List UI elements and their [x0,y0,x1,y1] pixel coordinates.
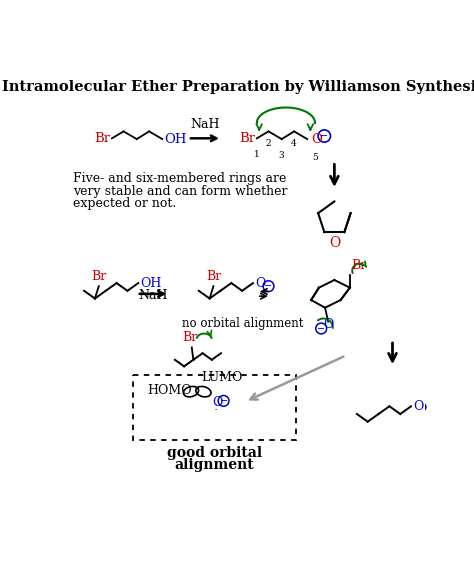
FancyBboxPatch shape [133,375,296,440]
Text: expected or not.: expected or not. [73,197,176,210]
Text: O: O [311,132,322,146]
Text: Br: Br [91,270,106,283]
Text: NaH: NaH [190,118,220,131]
Text: OH: OH [164,132,186,146]
Text: Br: Br [239,132,255,145]
Text: Br: Br [94,132,110,145]
Text: Br: Br [351,259,367,272]
Text: NaH: NaH [138,289,168,302]
Text: :: : [214,400,218,413]
Text: −: − [320,131,328,141]
Text: 5: 5 [312,153,318,162]
Text: 2: 2 [266,139,271,148]
Text: no orbital alignment: no orbital alignment [182,317,304,330]
Text: O: O [323,318,333,331]
Text: HOMO: HOMO [147,383,191,397]
Text: Intramolecular Ether Preparation by Williamson Synthesis: Intramolecular Ether Preparation by Will… [2,80,474,94]
Text: O: O [413,400,424,413]
Text: Br: Br [182,332,198,345]
Text: very stable and can form whether: very stable and can form whether [73,185,288,198]
Text: O: O [213,396,223,409]
Text: LUMO: LUMO [201,371,242,384]
Text: OH: OH [141,276,162,289]
Text: −: − [219,396,228,406]
Text: O: O [329,236,340,250]
Text: alignment: alignment [174,458,254,472]
Text: −: − [264,281,273,291]
Text: 1: 1 [254,150,260,159]
Text: good orbital: good orbital [167,446,262,460]
Text: 3: 3 [279,151,284,159]
Text: −: − [317,323,325,333]
Text: Br: Br [206,270,221,283]
Text: O: O [255,276,266,289]
Text: Five- and six-membered rings are: Five- and six-membered rings are [73,172,287,185]
Text: 4: 4 [291,139,297,148]
